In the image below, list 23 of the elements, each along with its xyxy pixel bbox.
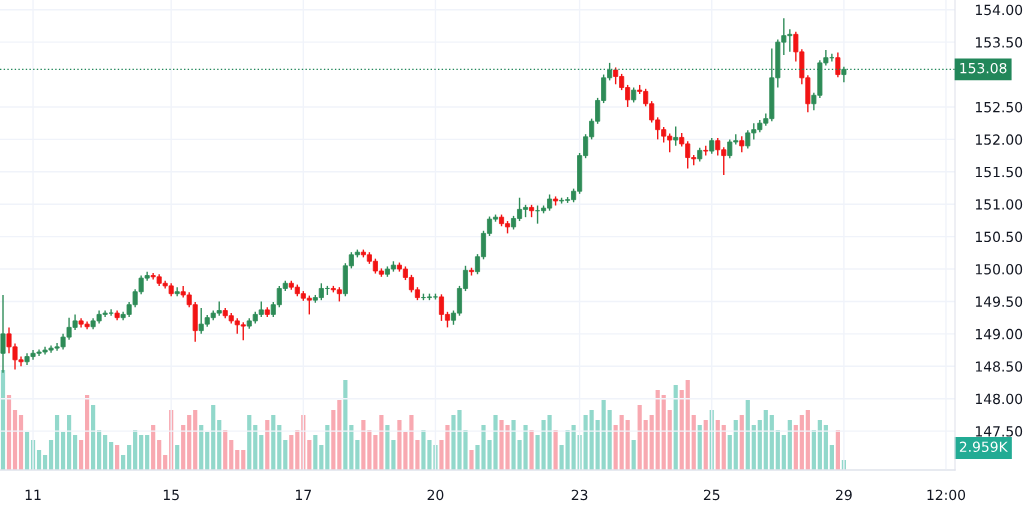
y-tick-label: 154.00 — [975, 4, 1023, 16]
y-tick-label: 148.00 — [975, 393, 1023, 405]
x-tick-label: 25 — [703, 489, 720, 501]
y-tick-label: 148.50 — [975, 361, 1023, 372]
x-tick-label: 23 — [571, 489, 588, 501]
y-tick-label: 150.50 — [975, 231, 1023, 243]
ref-line-label: 153.08 — [960, 62, 1007, 74]
x-tick-label: 15 — [163, 489, 179, 501]
x-tick-label: 12:00 — [927, 489, 966, 501]
y-tick-label: 147.50 — [975, 426, 1023, 437]
x-tick-label: 29 — [836, 489, 852, 501]
y-tick-label: 153.50 — [975, 37, 1023, 48]
y-tick-label: 150.00 — [975, 264, 1023, 275]
x-tick-label: 11 — [25, 489, 41, 500]
x-tick-label: 17 — [296, 489, 311, 500]
y-tick-label: 152.00 — [975, 134, 1023, 145]
y-tick-label: 151.50 — [975, 166, 1023, 178]
y-tick-label: 149.00 — [975, 328, 1023, 340]
x-tick-label: 20 — [427, 489, 444, 501]
y-tick-label: 149.50 — [975, 296, 1023, 307]
text: 2.959K — [959, 441, 1008, 453]
y-tick-label: 151.00 — [975, 199, 1023, 210]
y-tick-label: 152.50 — [975, 101, 1023, 113]
